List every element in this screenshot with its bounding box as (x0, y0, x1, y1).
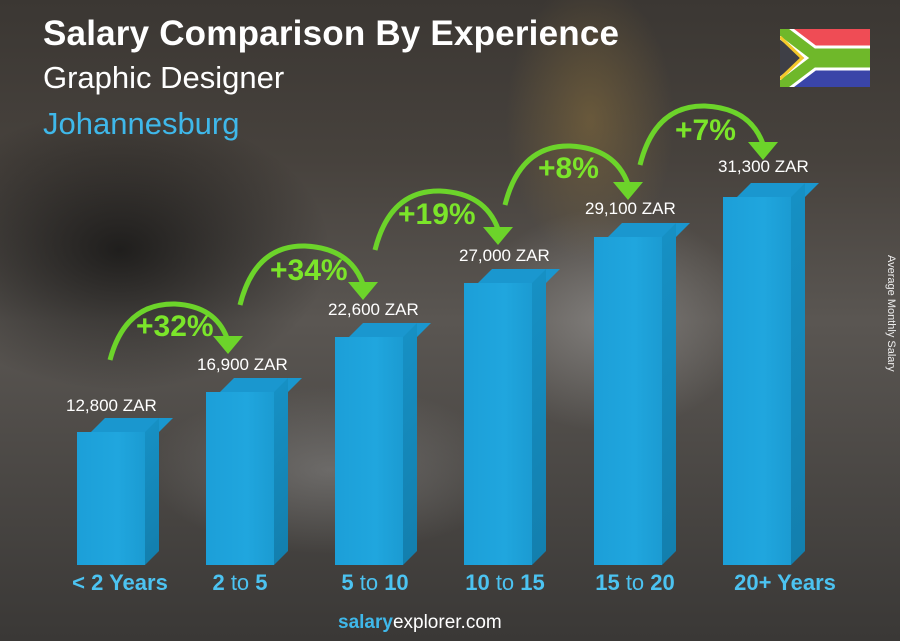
bar-20plus (723, 183, 819, 565)
south-africa-flag-icon (780, 29, 870, 87)
x-label-5to10: 5 to 10 (341, 570, 409, 595)
bar-lt2 (77, 418, 173, 565)
increase-arrow-icon (502, 143, 643, 206)
increase-percent: +32% (136, 310, 214, 343)
x-label-20plus: 20+ Years (734, 570, 836, 595)
job-title: Graphic Designer (43, 60, 285, 95)
increase-arrow-icon (637, 103, 778, 166)
x-label-lt2: < 2 Years (72, 570, 168, 595)
city-name: Johannesburg (43, 106, 240, 141)
increase-percent: +19% (398, 198, 476, 231)
increase-arrow-icon (237, 243, 378, 306)
y-axis-label: Average Monthly Salary (885, 255, 897, 372)
increase-percent: +34% (270, 254, 348, 287)
value-label: 29,100 ZAR (585, 199, 676, 218)
bar-15to20 (594, 223, 690, 565)
value-label: 27,000 ZAR (459, 246, 550, 265)
bar-5to10 (335, 323, 431, 565)
increase-arrow-icon (107, 301, 243, 361)
bar-10to15 (464, 269, 560, 565)
value-label: 12,800 ZAR (66, 396, 157, 415)
x-label-15to20: 15 to 20 (595, 570, 675, 595)
chart-title: Salary Comparison By Experience (43, 14, 620, 53)
x-label-10to15: 10 to 15 (465, 570, 545, 595)
value-label: 16,900 ZAR (197, 355, 288, 374)
site-brand-link[interactable]: salaryexplorer.com (338, 612, 502, 633)
increase-arrow-icon (372, 188, 513, 251)
bar-2to5 (206, 378, 302, 565)
value-label: 22,600 ZAR (328, 300, 419, 319)
increase-percent: +7% (675, 114, 736, 147)
value-label: 31,300 ZAR (718, 157, 809, 176)
x-label-2to5: 2 to 5 (212, 570, 268, 595)
increase-percent: +8% (538, 152, 599, 185)
